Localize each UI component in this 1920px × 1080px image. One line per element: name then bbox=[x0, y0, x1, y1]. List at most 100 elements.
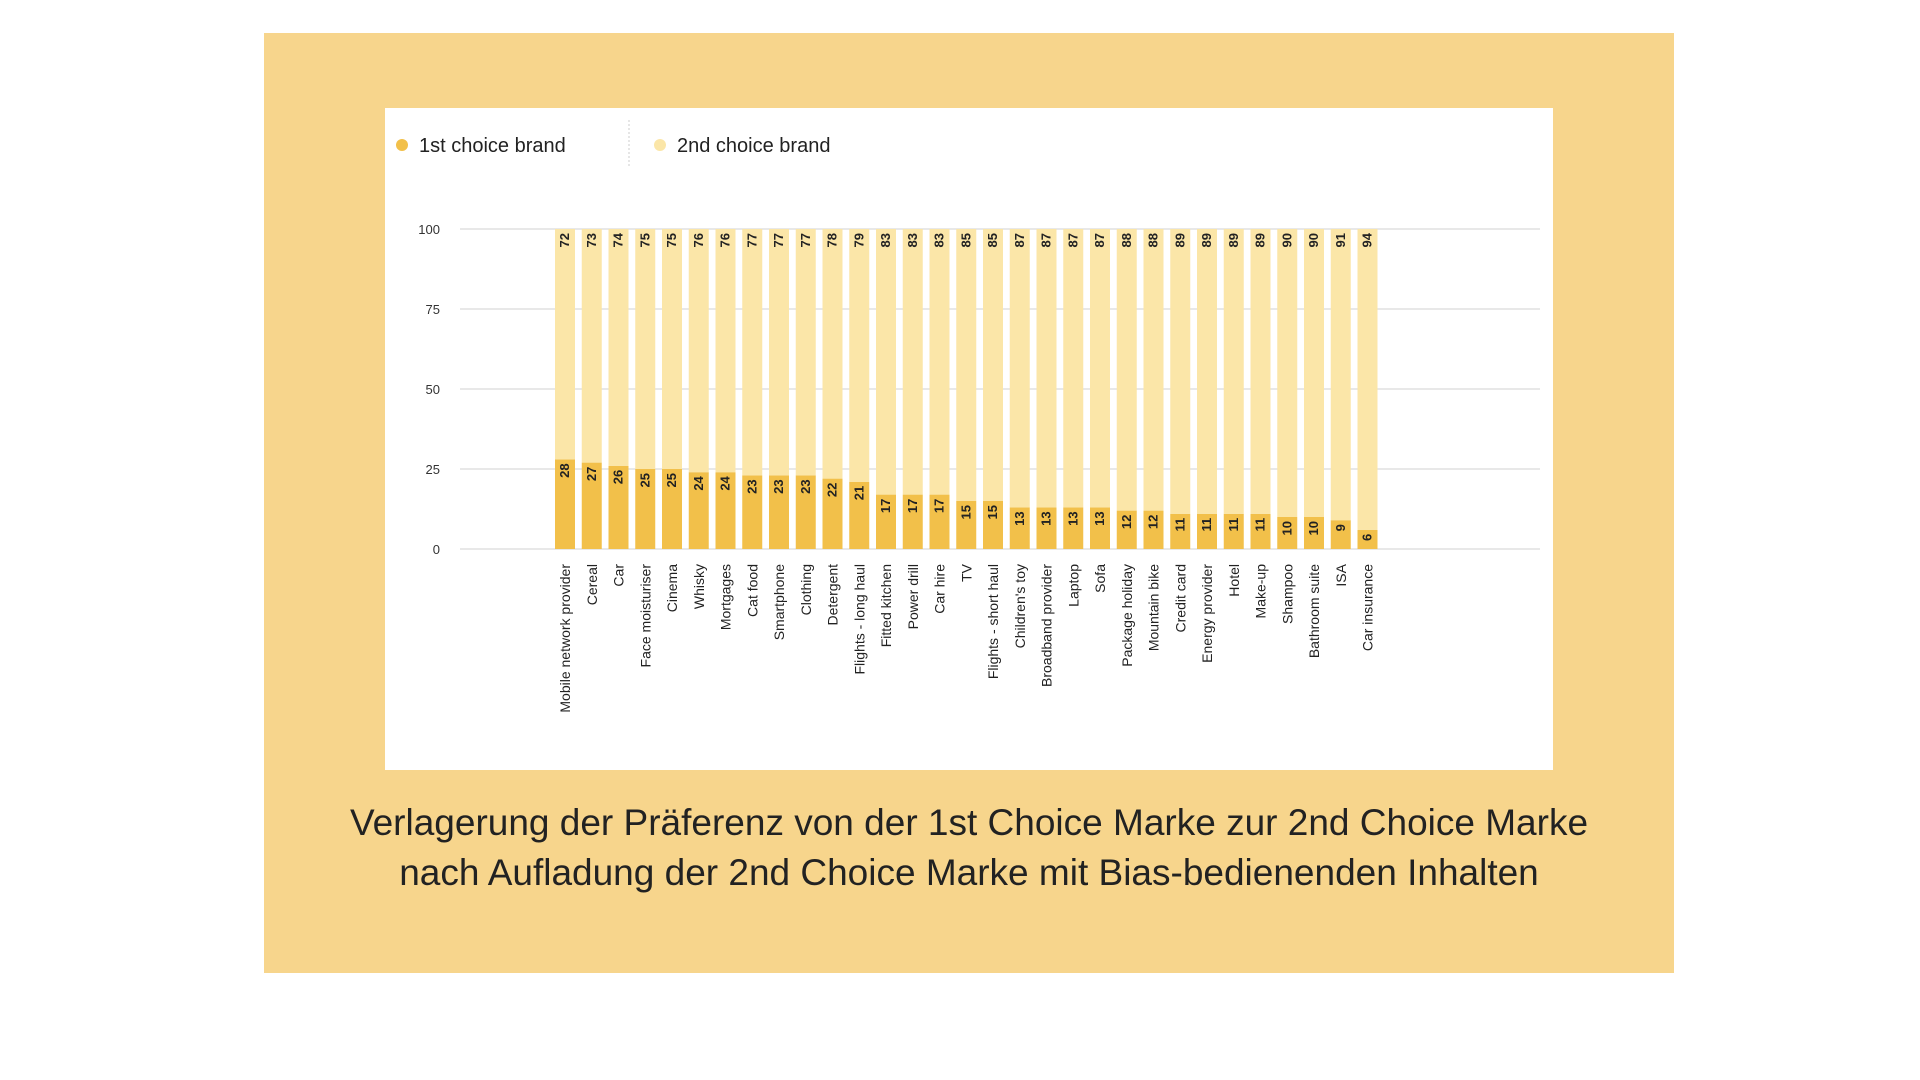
bar-second-choice bbox=[822, 229, 843, 479]
bar-second-choice bbox=[581, 229, 602, 463]
bars: 28 72 27 73 26 74 25 75 25 75 24 76 24 76 23 77 23 77 23 77… bbox=[555, 229, 1378, 549]
x-tick-label: Sofa bbox=[1092, 564, 1108, 593]
bar-second-choice bbox=[876, 229, 896, 495]
x-tick-label: Shampoo bbox=[1279, 564, 1295, 624]
x-tick-label: Whisky bbox=[691, 564, 707, 609]
data-label-second-choice: 91 bbox=[1333, 233, 1348, 247]
x-tick-label: Laptop bbox=[1065, 564, 1081, 607]
x-tick-label: Mortgages bbox=[718, 564, 734, 630]
caption-line-2: nach Aufladung der 2nd Choice Marke mit … bbox=[399, 852, 1539, 893]
bar-second-choice bbox=[1304, 229, 1324, 517]
x-tick-label: Smartphone bbox=[771, 564, 787, 640]
bar-first-choice bbox=[1143, 510, 1164, 549]
data-label-first-choice: 27 bbox=[584, 467, 599, 481]
data-label-first-choice: 25 bbox=[637, 473, 652, 487]
bar-first-choice bbox=[1330, 520, 1351, 549]
bar-second-choice bbox=[688, 229, 709, 473]
x-tick-label: Fitted kitchen bbox=[878, 564, 894, 647]
legend-swatch-second-choice bbox=[654, 139, 666, 151]
data-label-second-choice: 87 bbox=[1065, 233, 1080, 247]
data-label-first-choice: 11 bbox=[1253, 518, 1268, 532]
bar-second-choice bbox=[1116, 229, 1137, 511]
bar-first-choice bbox=[1250, 513, 1271, 549]
bar-first-choice bbox=[795, 475, 816, 549]
data-label-first-choice: 13 bbox=[1065, 511, 1080, 525]
bar-first-choice bbox=[662, 469, 682, 549]
x-tick-label: Flights - long haul bbox=[851, 564, 867, 675]
data-label-second-choice: 85 bbox=[958, 233, 973, 247]
data-label-first-choice: 24 bbox=[718, 475, 733, 490]
y-tick-label: 50 bbox=[426, 382, 440, 397]
data-label-first-choice: 13 bbox=[1039, 511, 1054, 525]
bar-second-choice bbox=[1063, 229, 1084, 508]
x-tick-label: Mobile network provider bbox=[557, 564, 573, 713]
data-label-first-choice: 23 bbox=[744, 479, 759, 493]
data-label-first-choice: 15 bbox=[985, 505, 1000, 519]
bar-second-choice bbox=[635, 229, 656, 469]
x-tick-label: Clothing bbox=[798, 564, 814, 615]
bar-first-choice bbox=[1170, 513, 1191, 549]
data-label-second-choice: 90 bbox=[1306, 233, 1321, 247]
x-tick-label: Cereal bbox=[584, 564, 600, 605]
y-tick-label: 0 bbox=[433, 542, 440, 557]
bar-second-choice bbox=[769, 229, 789, 476]
data-label-second-choice: 83 bbox=[905, 233, 920, 247]
bar-second-choice bbox=[1036, 229, 1057, 508]
bar-first-choice bbox=[555, 459, 575, 549]
data-label-second-choice: 88 bbox=[1146, 233, 1161, 247]
x-tick-label: Detergent bbox=[825, 564, 841, 626]
data-label-second-choice: 75 bbox=[664, 233, 679, 247]
y-tick-label: 25 bbox=[426, 462, 440, 477]
bar-second-choice bbox=[1090, 229, 1110, 508]
bar-first-choice bbox=[742, 475, 763, 549]
data-label-first-choice: 22 bbox=[825, 483, 840, 497]
bar-second-choice bbox=[1277, 229, 1298, 517]
stacked-bar-chart: 1st choice brand 2nd choice brand 0 25 50 7… bbox=[396, 120, 1540, 713]
bar-second-choice bbox=[795, 229, 816, 476]
data-label-second-choice: 76 bbox=[718, 233, 733, 247]
data-label-first-choice: 23 bbox=[771, 479, 786, 493]
data-label-first-choice: 17 bbox=[878, 499, 893, 513]
x-tick-label: TV bbox=[958, 563, 974, 582]
bar-second-choice bbox=[715, 229, 736, 473]
bar-first-choice bbox=[635, 469, 656, 549]
data-label-second-choice: 89 bbox=[1172, 233, 1187, 247]
data-label-second-choice: 88 bbox=[1119, 233, 1134, 247]
y-axis-ticks: 0 25 50 75 100 bbox=[418, 222, 440, 557]
data-label-second-choice: 76 bbox=[691, 233, 706, 247]
x-tick-label: Flights - short haul bbox=[985, 564, 1001, 679]
data-label-second-choice: 72 bbox=[557, 233, 572, 247]
bar-second-choice bbox=[1170, 229, 1191, 514]
data-label-second-choice: 94 bbox=[1360, 232, 1375, 247]
caption-line-1: Verlagerung der Präferenz von der 1st Ch… bbox=[349, 802, 1589, 843]
x-tick-label: Car insurance bbox=[1360, 564, 1376, 651]
data-label-second-choice: 83 bbox=[932, 233, 947, 247]
bar-second-choice bbox=[1009, 229, 1030, 508]
data-label-first-choice: 11 bbox=[1199, 518, 1214, 532]
x-tick-label: Car hire bbox=[932, 564, 948, 614]
data-label-second-choice: 77 bbox=[771, 233, 786, 247]
data-label-second-choice: 87 bbox=[1012, 233, 1027, 247]
data-label-first-choice: 13 bbox=[1092, 511, 1107, 525]
x-tick-label: Credit card bbox=[1172, 564, 1188, 632]
bar-first-choice bbox=[608, 465, 629, 549]
bar-second-choice bbox=[1357, 229, 1378, 530]
bar-first-choice bbox=[1090, 507, 1110, 549]
x-tick-label: Car bbox=[611, 564, 627, 587]
y-tick-label: 75 bbox=[426, 302, 440, 317]
data-label-second-choice: 77 bbox=[798, 233, 813, 247]
data-label-first-choice: 12 bbox=[1119, 515, 1134, 529]
x-tick-label: Power drill bbox=[905, 564, 921, 629]
data-label-first-choice: 25 bbox=[664, 473, 679, 487]
data-label-first-choice: 11 bbox=[1172, 518, 1187, 532]
bar-first-choice bbox=[1009, 507, 1030, 549]
bar-first-choice bbox=[902, 494, 923, 549]
bar-first-choice bbox=[769, 475, 789, 549]
bar-second-choice bbox=[1143, 229, 1164, 511]
bar-second-choice bbox=[608, 229, 629, 466]
data-label-second-choice: 75 bbox=[637, 233, 652, 247]
data-label-first-choice: 6 bbox=[1360, 534, 1375, 541]
data-label-first-choice: 10 bbox=[1279, 521, 1294, 535]
bar-first-choice bbox=[1116, 510, 1137, 549]
bar-first-choice bbox=[715, 472, 736, 549]
